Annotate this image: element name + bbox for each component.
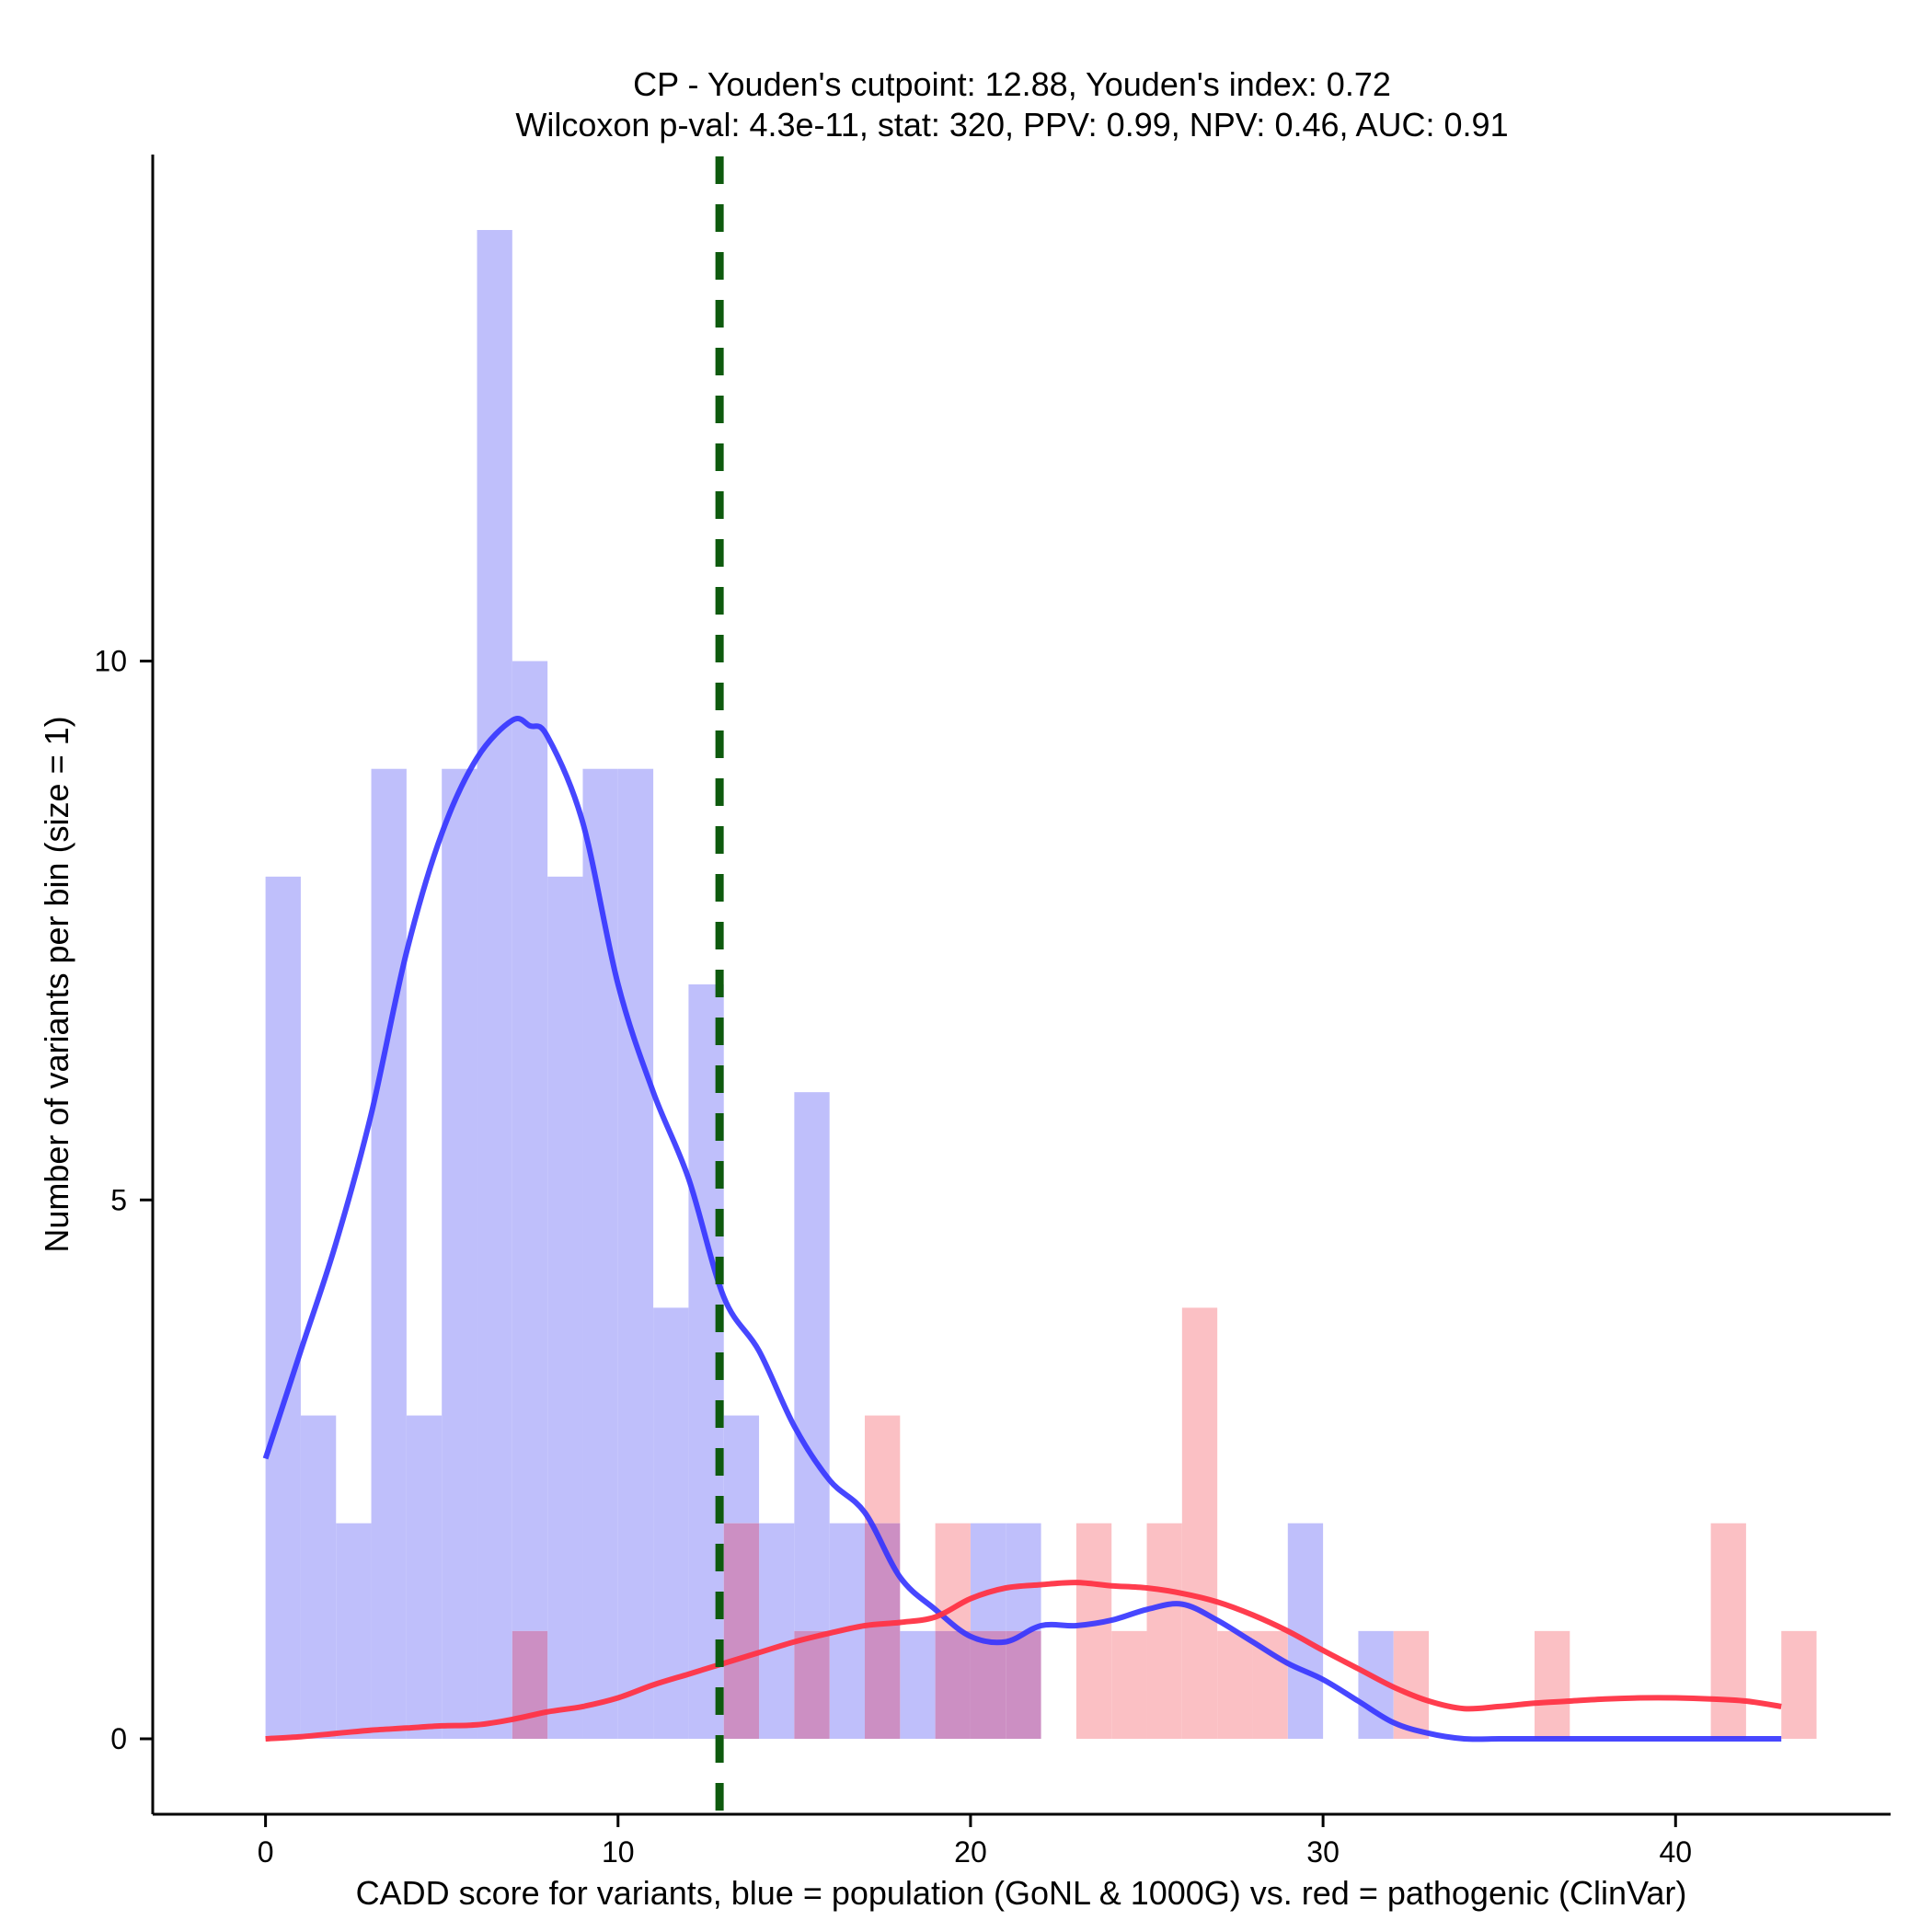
title-line-2: Wilcoxon p-val: 4.3e-11, stat: 320, PPV:… <box>515 106 1508 144</box>
overlap-bars <box>512 1523 1041 1739</box>
overlap-bar <box>864 1523 901 1739</box>
pathogenic-bar <box>1535 1630 1570 1739</box>
population-bar <box>970 1523 1006 1631</box>
x-tick-label: 30 <box>1306 1835 1340 1869</box>
axes: 0 10 20 30 40 0 5 10 <box>94 155 1891 1869</box>
chart-title: CP - Youden's cutpoint: 12.88, Youden's … <box>515 65 1508 144</box>
population-bar <box>653 1307 689 1739</box>
overlap-bar <box>794 1630 830 1739</box>
overlap-bar <box>970 1630 1006 1739</box>
population-bar <box>723 1415 760 1524</box>
pathogenic-bar <box>1217 1630 1253 1739</box>
y-tick-label: 0 <box>110 1722 127 1755</box>
population-bars <box>265 230 1394 1739</box>
x-tick-label: 0 <box>258 1835 274 1869</box>
y-tick-label: 10 <box>94 645 127 678</box>
population-bar <box>794 1092 830 1631</box>
pathogenic-bar <box>1146 1523 1182 1739</box>
pathogenic-bar <box>1252 1630 1288 1739</box>
pathogenic-bars <box>864 1307 1817 1739</box>
pathogenic-bar <box>1111 1630 1147 1739</box>
x-tick-label: 20 <box>954 1835 987 1869</box>
population-bar <box>1006 1523 1041 1631</box>
overlap-bar <box>723 1523 760 1739</box>
population-bar <box>582 768 618 1739</box>
population-bar <box>371 768 407 1739</box>
y-axis-title: Number of variants per bin (size = 1) <box>38 716 75 1252</box>
population-bar <box>512 661 548 1631</box>
pathogenic-bar <box>1181 1307 1218 1739</box>
overlap-bar <box>512 1630 548 1739</box>
population-bar <box>477 230 512 1739</box>
y-ticks: 0 5 10 <box>94 645 153 1755</box>
population-bar <box>617 768 654 1739</box>
population-bar <box>900 1630 936 1739</box>
overlap-bar <box>1006 1630 1041 1739</box>
population-density-line <box>262 716 1782 1742</box>
y-tick-label: 5 <box>110 1183 127 1216</box>
pathogenic-bar <box>864 1415 901 1524</box>
pathogenic-density-line <box>265 1580 1782 1742</box>
x-ticks: 0 10 20 30 40 <box>258 1814 1692 1869</box>
x-tick-label: 40 <box>1659 1835 1692 1869</box>
title-line-1: CP - Youden's cutpoint: 12.88, Youden's … <box>633 65 1391 103</box>
pathogenic-bar <box>1781 1630 1817 1739</box>
overlap-bar <box>935 1630 971 1739</box>
pathogenic-bar <box>1710 1523 1746 1739</box>
population-bar <box>300 1415 337 1739</box>
pathogenic-bar <box>1393 1630 1430 1739</box>
population-bar <box>442 768 477 1739</box>
population-bar <box>406 1415 443 1739</box>
x-tick-label: 10 <box>602 1835 635 1869</box>
population-bar <box>336 1523 372 1739</box>
population-bar <box>759 1523 795 1739</box>
population-bar <box>547 876 583 1739</box>
pathogenic-bar <box>1075 1523 1112 1739</box>
density-curves <box>262 716 1782 1742</box>
x-axis-title: CADD score for variants, blue = populati… <box>356 1874 1687 1912</box>
population-bar <box>265 876 301 1739</box>
